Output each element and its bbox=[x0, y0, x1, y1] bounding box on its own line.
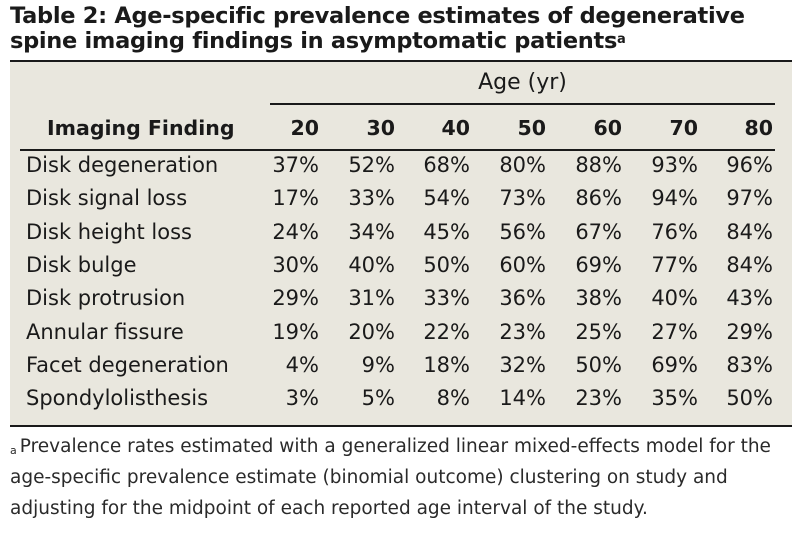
prevalence-cell: 38% bbox=[575, 286, 622, 311]
prevalence-cell: 50% bbox=[726, 386, 773, 411]
prevalence-cell: 52% bbox=[348, 153, 395, 177]
prevalence-cell: 73% bbox=[499, 186, 546, 211]
prevalence-cell: 68% bbox=[423, 153, 470, 177]
prevalence-cell: 17% bbox=[272, 186, 319, 211]
row-finding-label: Annular fissure bbox=[26, 319, 184, 344]
table-bottom-rule bbox=[10, 425, 792, 427]
prevalence-cell: 94% bbox=[651, 186, 698, 211]
row-finding-label: Facet degeneration bbox=[26, 352, 229, 377]
prevalence-cell: 30% bbox=[272, 252, 319, 277]
prevalence-cell: 25% bbox=[575, 319, 622, 344]
age-header-5: 70 bbox=[669, 116, 698, 140]
prevalence-cell: 33% bbox=[348, 186, 395, 211]
prevalence-cell: 14% bbox=[499, 386, 546, 411]
age-header-2: 40 bbox=[441, 116, 470, 140]
age-header-4: 60 bbox=[593, 116, 622, 140]
prevalence-cell: 23% bbox=[499, 319, 546, 344]
prevalence-cell: 76% bbox=[651, 219, 698, 244]
footnote-marker: a bbox=[10, 444, 17, 457]
prevalence-cell: 54% bbox=[423, 186, 470, 211]
prevalence-cell: 67% bbox=[575, 219, 622, 244]
prevalence-cell: 43% bbox=[726, 286, 773, 311]
prevalence-cell: 5% bbox=[361, 386, 395, 411]
age-header-3: 50 bbox=[517, 116, 546, 140]
row-finding-label: Disk degeneration bbox=[26, 153, 219, 177]
prevalence-cell: 18% bbox=[423, 352, 470, 377]
prevalence-cell: 40% bbox=[651, 286, 698, 311]
prevalence-cell: 8% bbox=[436, 386, 470, 411]
prevalence-cell: 45% bbox=[423, 219, 470, 244]
prevalence-cell: 36% bbox=[499, 286, 546, 311]
table-title-text: Table 2: Age-specific prevalence estimat… bbox=[10, 3, 745, 54]
row-finding-label: Disk protrusion bbox=[26, 286, 186, 311]
title-footnote-marker: a bbox=[617, 32, 626, 47]
age-group-header: Age (yr) bbox=[478, 70, 567, 95]
table-body-background bbox=[10, 62, 792, 425]
prevalence-cell: 34% bbox=[348, 219, 395, 244]
prevalence-cell: 40% bbox=[348, 252, 395, 277]
prevalence-cell: 33% bbox=[423, 286, 470, 311]
prevalence-cell: 50% bbox=[423, 252, 470, 277]
prevalence-cell: 86% bbox=[575, 186, 622, 211]
prevalence-cell: 83% bbox=[726, 352, 773, 377]
age-header-0: 20 bbox=[290, 116, 319, 140]
prevalence-cell: 37% bbox=[272, 153, 319, 177]
row-finding-label: Disk signal loss bbox=[26, 186, 188, 211]
footnote-text: Prevalence rates estimated with a genera… bbox=[10, 436, 771, 519]
prevalence-cell: 84% bbox=[726, 252, 773, 277]
prevalence-cell: 3% bbox=[285, 386, 319, 411]
prevalence-cell: 24% bbox=[272, 219, 319, 244]
prevalence-cell: 29% bbox=[726, 319, 773, 344]
prevalence-cell: 32% bbox=[499, 352, 546, 377]
prevalence-cell: 22% bbox=[423, 319, 470, 344]
prevalence-cell: 60% bbox=[499, 252, 546, 277]
prevalence-cell: 69% bbox=[651, 352, 698, 377]
prevalence-cell: 4% bbox=[285, 352, 319, 377]
prevalence-cell: 31% bbox=[348, 286, 395, 311]
age-group-underline bbox=[270, 103, 775, 105]
prevalence-cell: 93% bbox=[651, 153, 698, 177]
prevalence-cell: 84% bbox=[726, 219, 773, 244]
row-finding-label: Disk height loss bbox=[26, 219, 192, 244]
table-title: Table 2: Age-specific prevalence estimat… bbox=[10, 4, 795, 54]
prevalence-cell: 77% bbox=[651, 252, 698, 277]
prevalence-cell: 29% bbox=[272, 286, 319, 311]
prevalence-cell: 69% bbox=[575, 252, 622, 277]
prevalence-cell: 56% bbox=[499, 219, 546, 244]
age-header-6: 80 bbox=[744, 116, 773, 140]
prevalence-cell: 35% bbox=[651, 386, 698, 411]
prevalence-cell: 9% bbox=[361, 352, 395, 377]
prevalence-cell: 27% bbox=[651, 319, 698, 344]
table-top-rule bbox=[10, 60, 792, 62]
row-finding-label: Spondylolisthesis bbox=[26, 386, 209, 411]
prevalence-cell: 96% bbox=[726, 153, 773, 177]
prevalence-cell: 20% bbox=[348, 319, 395, 344]
prevalence-cell: 23% bbox=[575, 386, 622, 411]
header-rule bbox=[20, 149, 775, 151]
table-footnote: a Prevalence rates estimated with a gener… bbox=[10, 431, 795, 524]
prevalence-cell: 88% bbox=[575, 153, 622, 177]
prevalence-cell: 80% bbox=[499, 153, 546, 177]
row-finding-label: Disk bulge bbox=[26, 252, 137, 277]
prevalence-cell: 50% bbox=[575, 352, 622, 377]
prevalence-cell: 97% bbox=[726, 186, 773, 211]
imaging-finding-header: Imaging Finding bbox=[47, 116, 235, 140]
prevalence-cell: 19% bbox=[272, 319, 319, 344]
age-header-1: 30 bbox=[366, 116, 395, 140]
